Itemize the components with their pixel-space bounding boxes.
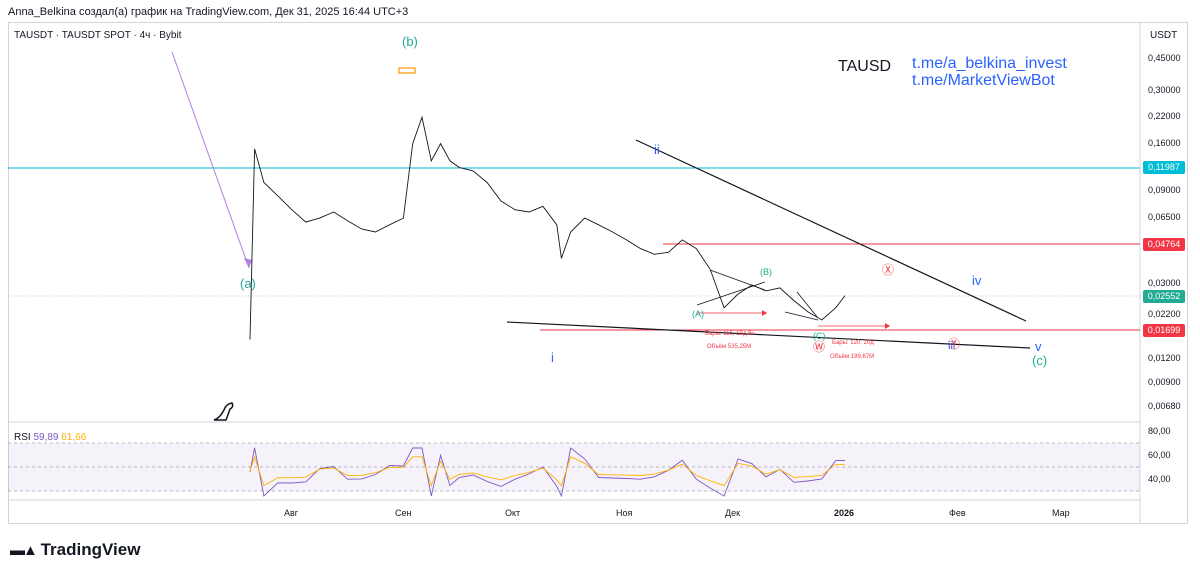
arrow-purple <box>171 51 250 269</box>
x-label: Ноя <box>616 508 633 518</box>
x-label: Окт <box>505 508 521 518</box>
price-label: 0,45000 <box>1148 53 1181 63</box>
rsi-level-label: 40,00 <box>1148 474 1171 484</box>
bars-note-1: Бары: 116, 19д 8ч <box>705 331 755 337</box>
price-series <box>249 115 846 340</box>
price-label: 0,02200 <box>1148 309 1181 319</box>
wave-C-label: (C) <box>813 331 826 341</box>
wave-A-label: (A) <box>692 309 704 319</box>
wave-B-label: (B) <box>760 267 772 277</box>
bars-note-2: Бары: 120, 20д <box>832 340 874 346</box>
rsi-name: RSI <box>14 432 31 443</box>
rsi-level-label: 80,00 <box>1148 426 1171 436</box>
wave-b-label: (b) <box>402 34 418 49</box>
rsi-value: 59,89 <box>33 432 59 443</box>
level-badge-red-upper: 0,04764 <box>1143 238 1185 251</box>
x-label: Сен <box>395 508 412 518</box>
link-1[interactable]: t.me/a_belkina_invest <box>912 55 1067 72</box>
wave-W-label: Ⓦ <box>813 340 826 354</box>
price-label: 0,01200 <box>1148 353 1181 363</box>
rsi-level-label: 60,00 <box>1148 450 1171 460</box>
rsi-legend: RSI 59,89 61,66 <box>14 432 86 443</box>
rsi-ma-line <box>249 455 846 487</box>
volume-note-2: Объём 199,67M <box>830 354 875 360</box>
wave-X-label: Ⓧ <box>882 263 895 277</box>
x-label: Фев <box>949 508 966 518</box>
wave-a-label: (a) <box>240 276 256 291</box>
chart-tag: TAUSD <box>838 58 892 75</box>
price-label: 0,09000 <box>1148 185 1181 195</box>
level-badge-cyan: 0,11987 <box>1143 161 1185 174</box>
logo-text: TradingView <box>40 540 141 559</box>
wave-Y-label: Ⓨ <box>948 337 961 351</box>
x-label: Авг <box>284 508 299 518</box>
rsi-ma-value: 61,66 <box>61 432 87 443</box>
tradingview-logo[interactable]: ▬▲ TradingView <box>10 540 140 560</box>
price-label: 0,00900 <box>1148 377 1181 387</box>
tv-icon: ▬▲ <box>10 542 38 559</box>
level-badge-red-lower: 0,01699 <box>1143 324 1185 337</box>
symbol-line[interactable]: TAUSDT · TAUSDT SPOT · 4ч · Bybit <box>14 30 182 41</box>
link-2[interactable]: t.me/MarketViewBot <box>912 72 1055 89</box>
price-label: 0,06500 <box>1148 212 1181 222</box>
orange-marker <box>398 67 416 74</box>
x-label: Мар <box>1052 508 1070 518</box>
dino-icon <box>213 402 234 421</box>
arrow-purple-head <box>244 258 252 268</box>
chart-frame <box>8 22 1188 524</box>
trendline-upper <box>635 139 1027 322</box>
wave-i-label: i <box>551 350 554 365</box>
trendline-lower <box>506 321 1031 349</box>
x-label: 2026 <box>834 508 855 518</box>
price-label: 0,03000 <box>1148 278 1181 288</box>
wave-iii-label: iii <box>948 340 956 352</box>
chart-header: Anna_Belkina создал(а) график на Trading… <box>8 6 409 18</box>
x-label: Дек <box>725 508 741 518</box>
price-label: 0,00680 <box>1148 401 1181 411</box>
currency-label: USDT <box>1150 30 1178 41</box>
wave-iv-label: iv <box>972 273 982 288</box>
wave-v-label: v <box>1035 339 1042 354</box>
wave-ii-label: ii <box>654 142 660 157</box>
level-badge-current: 0,02552 <box>1143 290 1185 303</box>
volume-note-1: Объём 535,25M <box>707 344 752 350</box>
price-label: 0,22000 <box>1148 111 1181 121</box>
wave-c-label: (c) <box>1032 353 1048 368</box>
price-label: 0,30000 <box>1148 85 1181 95</box>
price-label: 0,16000 <box>1148 138 1181 148</box>
